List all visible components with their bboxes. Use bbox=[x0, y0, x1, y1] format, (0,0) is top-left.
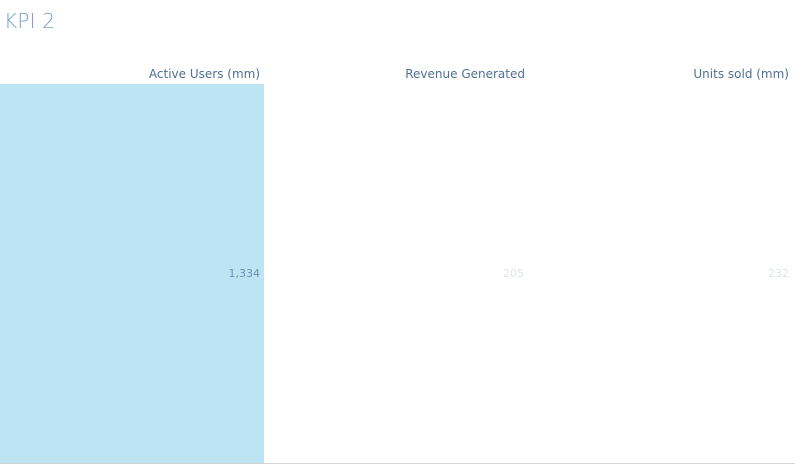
chart-title: KPI 2 bbox=[4, 9, 56, 33]
column-header-active-users: Active Users (mm) bbox=[148, 67, 260, 81]
column-header-revenue-generated: Revenue Generated bbox=[405, 67, 525, 81]
cell-revenue-generated: 205 bbox=[264, 84, 529, 463]
cell-value-units-sold: 232 bbox=[768, 267, 789, 280]
table-header: Active Users (mm) Revenue Generated Unit… bbox=[0, 64, 795, 85]
column-header-units-sold: Units sold (mm) bbox=[693, 67, 789, 81]
cell-units-sold: 232 bbox=[529, 84, 795, 463]
cell-value-revenue-generated: 205 bbox=[503, 267, 524, 280]
table-body: 1,334 205 232 bbox=[0, 84, 795, 464]
cell-active-users: 1,334 bbox=[0, 84, 264, 463]
cell-value-active-users: 1,334 bbox=[228, 267, 261, 280]
